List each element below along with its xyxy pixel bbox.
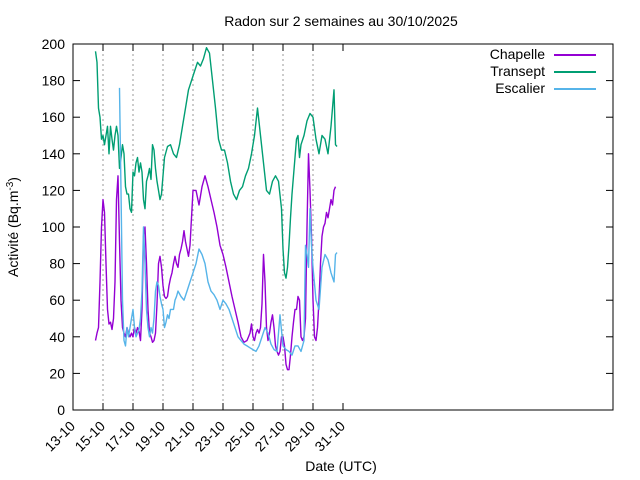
series-group — [94, 47, 338, 371]
y-tick-label: 100 — [42, 219, 66, 235]
series-line-chapelle — [94, 153, 337, 371]
x-tick-label: 19-10 — [131, 418, 168, 455]
y-tick-label: 180 — [42, 73, 66, 89]
x-tick-labels: 13-1015-1017-1019-1021-1023-1025-1027-10… — [41, 418, 348, 455]
legend-label-chapelle: Chapelle — [490, 46, 545, 62]
plot-frame — [72, 43, 614, 411]
x-axis-label: Date (UTC) — [305, 458, 377, 474]
y-tick-labels: 0 20 40 60 80 100 120 140 160 180 200 — [42, 36, 66, 418]
y-axis-label-base: Activité (Bq.m — [5, 191, 21, 277]
chart-title: Radon sur 2 semaines au 30/10/2025 — [224, 13, 458, 29]
x-tick-label: 13-10 — [41, 418, 78, 455]
y-tick-label: 60 — [49, 292, 65, 308]
y-tick-label: 200 — [42, 36, 66, 52]
x-tick-label: 15-10 — [71, 418, 108, 455]
x-tick-label: 29-10 — [281, 418, 318, 455]
y-axis-label: Activité (Bq.m-3) — [5, 177, 22, 277]
y-tick-label: 80 — [49, 256, 65, 272]
x-tick-label: 17-10 — [101, 418, 138, 455]
y-axis-label-close: ) — [5, 177, 21, 182]
y-tick-label: 140 — [42, 146, 66, 162]
y-tick-label: 120 — [42, 182, 66, 198]
legend: Chapelle Transept Escalier — [490, 46, 596, 96]
x-tick-label: 23-10 — [191, 418, 228, 455]
y-tick-label: 20 — [49, 365, 65, 381]
x-tick-label: 21-10 — [161, 418, 198, 455]
x-tick-label: 27-10 — [251, 418, 288, 455]
y-tick-label: 40 — [49, 329, 65, 345]
x-tick-label: 25-10 — [221, 418, 258, 455]
axis-ticks — [72, 43, 613, 411]
series-line-transept — [94, 47, 338, 279]
legend-label-escalier: Escalier — [495, 80, 545, 96]
y-tick-label: 0 — [57, 402, 65, 418]
y-axis-label-sup: -3 — [5, 181, 16, 190]
x-tick-label: 31-10 — [311, 418, 348, 455]
series-line-escalier — [118, 87, 338, 356]
legend-label-transept: Transept — [490, 63, 545, 79]
y-tick-label: 160 — [42, 109, 66, 125]
